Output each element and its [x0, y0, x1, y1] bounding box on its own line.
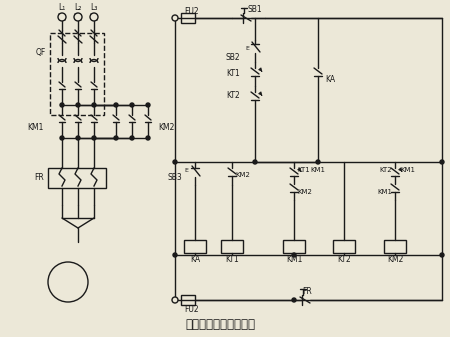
Text: FU2: FU2 [184, 6, 199, 16]
Circle shape [146, 103, 150, 107]
Circle shape [76, 103, 80, 107]
Text: KM1: KM1 [377, 189, 392, 195]
Bar [221, 240, 243, 253]
Text: KT1: KT1 [297, 167, 310, 173]
Circle shape [292, 253, 296, 257]
Text: KM1: KM1 [27, 123, 44, 132]
Text: KM2: KM2 [387, 255, 403, 265]
Text: FR: FR [302, 287, 312, 297]
Text: L₃: L₃ [90, 3, 98, 12]
Text: KT2: KT2 [226, 92, 240, 100]
Text: SB1: SB1 [248, 5, 262, 14]
Circle shape [130, 103, 134, 107]
Circle shape [76, 136, 80, 140]
Text: E: E [184, 167, 188, 173]
Text: E: E [245, 45, 249, 51]
Text: 3~: 3~ [62, 285, 74, 295]
Circle shape [146, 136, 150, 140]
Circle shape [173, 253, 177, 257]
Circle shape [74, 13, 82, 21]
Text: KM2: KM2 [235, 172, 250, 178]
Circle shape [292, 298, 296, 302]
Circle shape [92, 103, 96, 107]
Text: KT1: KT1 [226, 69, 240, 79]
Text: KA: KA [190, 255, 200, 265]
Bar [181, 295, 195, 305]
Circle shape [130, 136, 134, 140]
Text: SB2: SB2 [225, 53, 240, 61]
Text: KM2: KM2 [297, 189, 312, 195]
Circle shape [58, 13, 66, 21]
Circle shape [316, 160, 320, 164]
Circle shape [90, 13, 98, 21]
Bar [283, 240, 305, 253]
Text: M: M [62, 272, 74, 286]
Text: SB3: SB3 [167, 174, 182, 183]
Bar [48, 168, 106, 188]
Circle shape [48, 262, 88, 302]
Text: KA: KA [325, 75, 335, 85]
Bar [333, 240, 355, 253]
Circle shape [173, 160, 177, 164]
Circle shape [60, 136, 64, 140]
Text: KM2: KM2 [158, 123, 175, 132]
Circle shape [253, 160, 257, 164]
Text: KT1: KT1 [225, 255, 239, 265]
Text: QF: QF [36, 48, 46, 57]
Text: FU2: FU2 [184, 305, 199, 313]
Circle shape [114, 103, 118, 107]
Bar [184, 240, 206, 253]
Text: KT2: KT2 [337, 255, 351, 265]
Circle shape [172, 297, 178, 303]
Text: L₁: L₁ [58, 3, 66, 12]
Text: KM1: KM1 [310, 167, 325, 173]
Bar [181, 13, 195, 23]
Circle shape [60, 103, 64, 107]
Circle shape [114, 136, 118, 140]
Text: KM1: KM1 [286, 255, 302, 265]
Circle shape [92, 136, 96, 140]
Text: FR: FR [34, 174, 44, 183]
Circle shape [172, 15, 178, 21]
Text: KM1: KM1 [400, 167, 415, 173]
Bar [384, 240, 406, 253]
Text: L₂: L₂ [74, 3, 82, 12]
Circle shape [440, 253, 444, 257]
Text: 定时自动循环控制电路: 定时自动循环控制电路 [185, 318, 255, 332]
Bar [50, 33, 104, 115]
Text: KT2: KT2 [379, 167, 392, 173]
Circle shape [440, 160, 444, 164]
